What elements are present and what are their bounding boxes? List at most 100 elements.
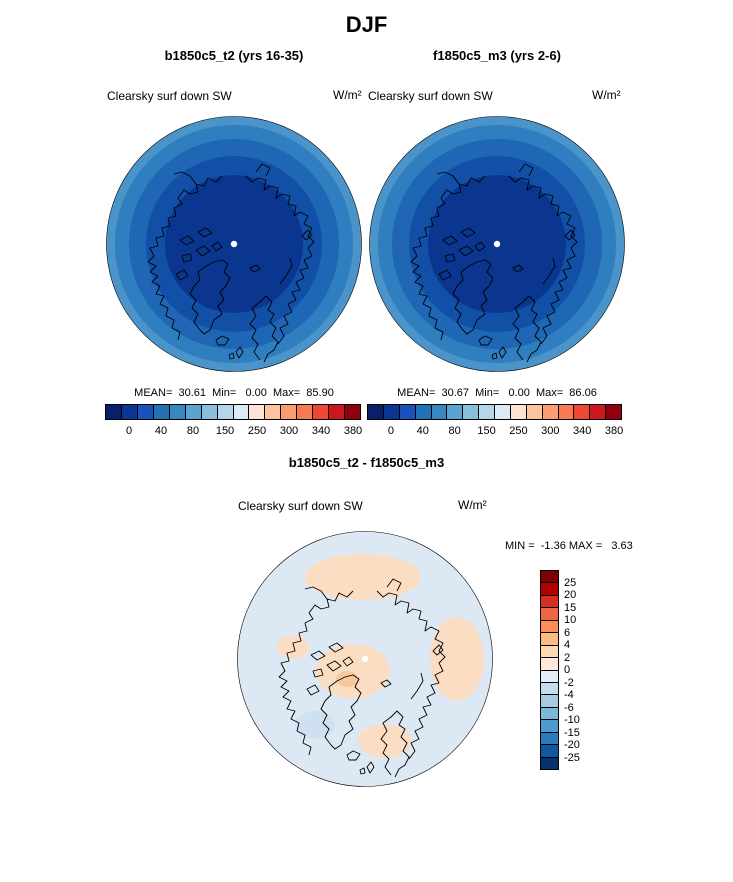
colorbar-ticks-left: 0 40 80 150 250 300 340 380: [105, 425, 363, 438]
colorbar-tick-label: 0: [125, 425, 133, 437]
pole-dot: [230, 240, 238, 248]
colorbar-segment: [541, 571, 558, 584]
colorbar-tick-label: 6: [564, 626, 571, 639]
colorbar-segment: [558, 405, 575, 419]
colorbar-segment: [541, 595, 558, 609]
colorbar-tick-label: 380: [343, 425, 363, 437]
figure-title: DJF: [345, 12, 388, 37]
map-boundary: [369, 116, 625, 372]
colorbar-tick-label: 15: [564, 601, 577, 614]
colorbar-tick-label: 150: [477, 425, 496, 437]
map-boundary: [237, 531, 493, 787]
colorbar-segment: [313, 405, 330, 419]
colorbar-segment: [495, 405, 511, 419]
colorbar-tick-label: 250: [247, 425, 267, 437]
colorbar-tick-label: 40: [416, 425, 429, 437]
colorbar-tick-label: 80: [186, 425, 200, 437]
colorbar-segment: [541, 620, 558, 634]
pole-dot: [361, 655, 369, 663]
colorbar-tick-label: 2: [564, 651, 571, 664]
panel1-header: b1850c5_t2 (yrs 16-35): [164, 48, 304, 63]
panel1-units-label: W/m²: [333, 88, 362, 102]
colorbar-main-right: [367, 404, 622, 420]
colorbar-tick-label: 380: [604, 425, 624, 437]
colorbar-segment: [297, 405, 314, 419]
colorbar-segment: [431, 405, 448, 419]
colorbar-segment: [106, 405, 122, 419]
pole-dot: [493, 240, 501, 248]
map-boundary: [106, 116, 362, 372]
colorbar-tick-label: 340: [311, 425, 331, 437]
colorbar-segment: [590, 405, 607, 419]
colorbar-tick-label: 150: [215, 425, 235, 437]
colorbar-segment: [541, 633, 558, 646]
colorbar-tick-label: -4: [564, 689, 574, 701]
panel2-stats: MEAN= 30.67 Min= 0.00 Max= 86.06: [397, 387, 597, 399]
panel2-units-label: W/m²: [592, 88, 621, 102]
colorbar-segment: [329, 405, 346, 419]
colorbar-tick-label: 4: [564, 639, 571, 651]
colorbar-segment: [169, 405, 186, 419]
colorbar-tick-label: 80: [448, 425, 461, 437]
colorbar-segment: [201, 405, 218, 419]
colorbar-segment: [541, 695, 558, 708]
colorbar-segment: [510, 405, 527, 419]
colorbar-tick-label: 25: [564, 576, 577, 589]
colorbar-segment: [137, 405, 154, 419]
diff-var-label: Clearsky surf down SW: [238, 499, 363, 513]
diff-header: b1850c5_t2 - f1850c5_m3: [288, 455, 445, 470]
colorbar-segment: [153, 405, 170, 419]
colorbar-tick-label: 40: [154, 425, 168, 437]
colorbar-segment: [574, 405, 591, 419]
colorbar-tick-label: -6: [564, 701, 574, 714]
colorbar-segment: [541, 645, 558, 659]
colorbar-segment: [121, 405, 138, 419]
colorbar-segment: [368, 405, 384, 419]
colorbar-segment: [541, 670, 558, 683]
colorbar-segment: [541, 732, 558, 746]
colorbar-main-left: [105, 404, 361, 420]
colorbar-segment: [399, 405, 416, 419]
colorbar-tick-label: -2: [564, 676, 574, 689]
colorbar-segment: [185, 405, 202, 419]
colorbar-segment: [541, 757, 558, 769]
colorbar-segment: [217, 405, 234, 419]
colorbar-segment: [447, 405, 464, 419]
colorbar-segment: [542, 405, 559, 419]
colorbar-tick-label: 10: [564, 614, 577, 626]
diff-units-label: W/m²: [458, 498, 487, 512]
colorbar-tick-label: 0: [387, 425, 394, 437]
colorbar-segment: [249, 405, 266, 419]
colorbar-tick-label: -15: [564, 726, 580, 739]
colorbar-segment: [541, 707, 558, 721]
colorbar-segment: [541, 658, 558, 671]
colorbar-segment: [281, 405, 298, 419]
panel2-var-label: Clearsky surf down SW: [368, 89, 493, 103]
colorbar-segment: [541, 745, 558, 758]
colorbar-tick-label: -20: [564, 739, 580, 751]
colorbar-tick-label: 20: [564, 589, 577, 601]
colorbar-segment: [463, 405, 480, 419]
panel2-header: f1850c5_m3 (yrs 2-6): [433, 48, 561, 63]
colorbar-ticks-right: 0 40 80 150 250 300 340 380: [367, 425, 624, 438]
colorbar-segment: [606, 405, 621, 419]
colorbar-segment: [233, 405, 250, 419]
map-difference: [237, 531, 493, 787]
panel1-var-label: Clearsky surf down SW: [107, 89, 232, 103]
colorbar-diff: [540, 570, 559, 770]
colorbar-tick-label: 300: [541, 425, 560, 437]
map-b1850c5-t2: [106, 116, 362, 372]
colorbar-segment: [415, 405, 432, 419]
colorbar-diff-ticks: 25 20 15 10 6 4 2 0 -2 -4 -6 -10 -15 -20 -25: [564, 570, 594, 770]
colorbar-tick-label: -10: [564, 714, 580, 726]
map-f1850c5-m3: [369, 116, 625, 372]
colorbar-segment: [265, 405, 282, 419]
colorbar-segment: [479, 405, 495, 419]
colorbar-tick-label: 300: [279, 425, 299, 437]
panel1-stats: MEAN= 30.61 Min= 0.00 Max= 85.90: [134, 387, 334, 399]
colorbar-segment: [541, 682, 558, 696]
colorbar-segment: [541, 720, 558, 733]
colorbar-segment: [541, 583, 558, 596]
colorbar-tick-label: 250: [509, 425, 528, 437]
